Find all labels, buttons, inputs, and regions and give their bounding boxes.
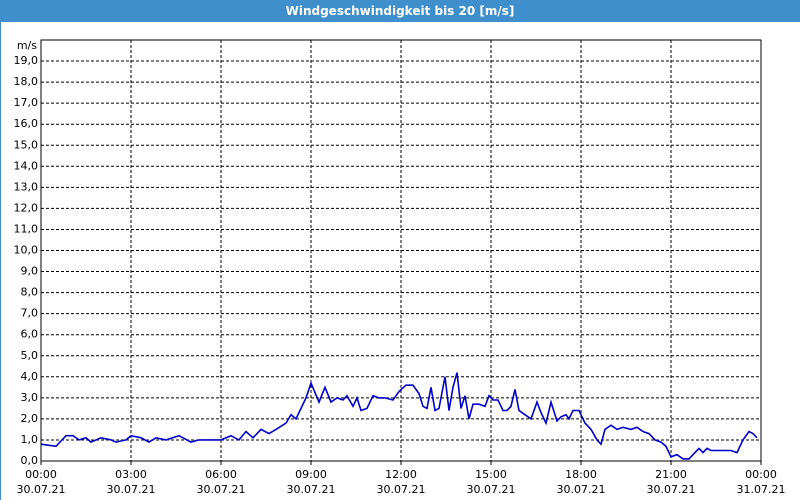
y-tick-label: 5,0 xyxy=(21,349,39,362)
chart: m/s 0,0 1,0 2,0 3,0 4,0 5,0 6,0 7,0 8,0 9,0 10,0 11… xyxy=(0,22,786,500)
x-tick-date: 30.07.21 xyxy=(377,483,426,496)
x-tick-label: 21:00 xyxy=(655,468,687,481)
y-tick-label: 13,0 xyxy=(14,180,39,193)
y-tick-label: 4,0 xyxy=(21,370,39,383)
y-tick-label: 17,0 xyxy=(14,96,39,109)
x-tick-label: 09:00 xyxy=(295,468,327,481)
y-tick-label: 10,0 xyxy=(14,244,39,257)
x-tick-label: 18:00 xyxy=(565,468,597,481)
plot-border xyxy=(40,39,762,462)
x-tick-date: 30.07.21 xyxy=(197,483,246,496)
y-tick-label: 19,0 xyxy=(14,54,39,67)
y-axis-label: m/s xyxy=(17,39,37,52)
x-tick-date: 30.07.21 xyxy=(557,483,606,496)
y-tick-label: 18,0 xyxy=(14,75,39,88)
y-tick-label: 16,0 xyxy=(14,117,39,130)
x-tick-label: 00:00 xyxy=(25,468,57,481)
x-tick-date: 31.07.21 xyxy=(737,483,786,496)
x-tick-label: 12:00 xyxy=(385,468,417,481)
y-tick-label: 0,0 xyxy=(21,454,39,467)
x-tick-label: 00:00 xyxy=(745,468,777,481)
y-tick-label: 7,0 xyxy=(21,307,39,320)
y-tick-label: 12,0 xyxy=(14,201,39,214)
x-tick-date: 30.07.21 xyxy=(467,483,516,496)
title-bar: Windgeschwindigkeit bis 20 [m/s] xyxy=(0,0,800,22)
x-tick-date: 30.07.21 xyxy=(647,483,696,496)
y-tick-label: 1,0 xyxy=(21,433,39,446)
y-tick-label: 14,0 xyxy=(14,159,39,172)
y-tick-label: 15,0 xyxy=(14,138,39,151)
y-tick-label: 8,0 xyxy=(21,286,39,299)
x-tick-label: 03:00 xyxy=(115,468,147,481)
wind-line xyxy=(40,372,758,460)
y-tick-label: 3,0 xyxy=(21,391,39,404)
x-tick-label: 15:00 xyxy=(475,468,507,481)
x-tick-date: 30.07.21 xyxy=(17,483,66,496)
y-tick-label: 9,0 xyxy=(21,265,39,278)
y-tick-label: 2,0 xyxy=(21,412,39,425)
x-tick-date: 30.07.21 xyxy=(287,483,336,496)
y-tick-label: 11,0 xyxy=(14,222,39,235)
x-tick-date: 30.07.21 xyxy=(107,483,156,496)
y-tick-label: 6,0 xyxy=(21,328,39,341)
x-tick-label: 06:00 xyxy=(205,468,237,481)
